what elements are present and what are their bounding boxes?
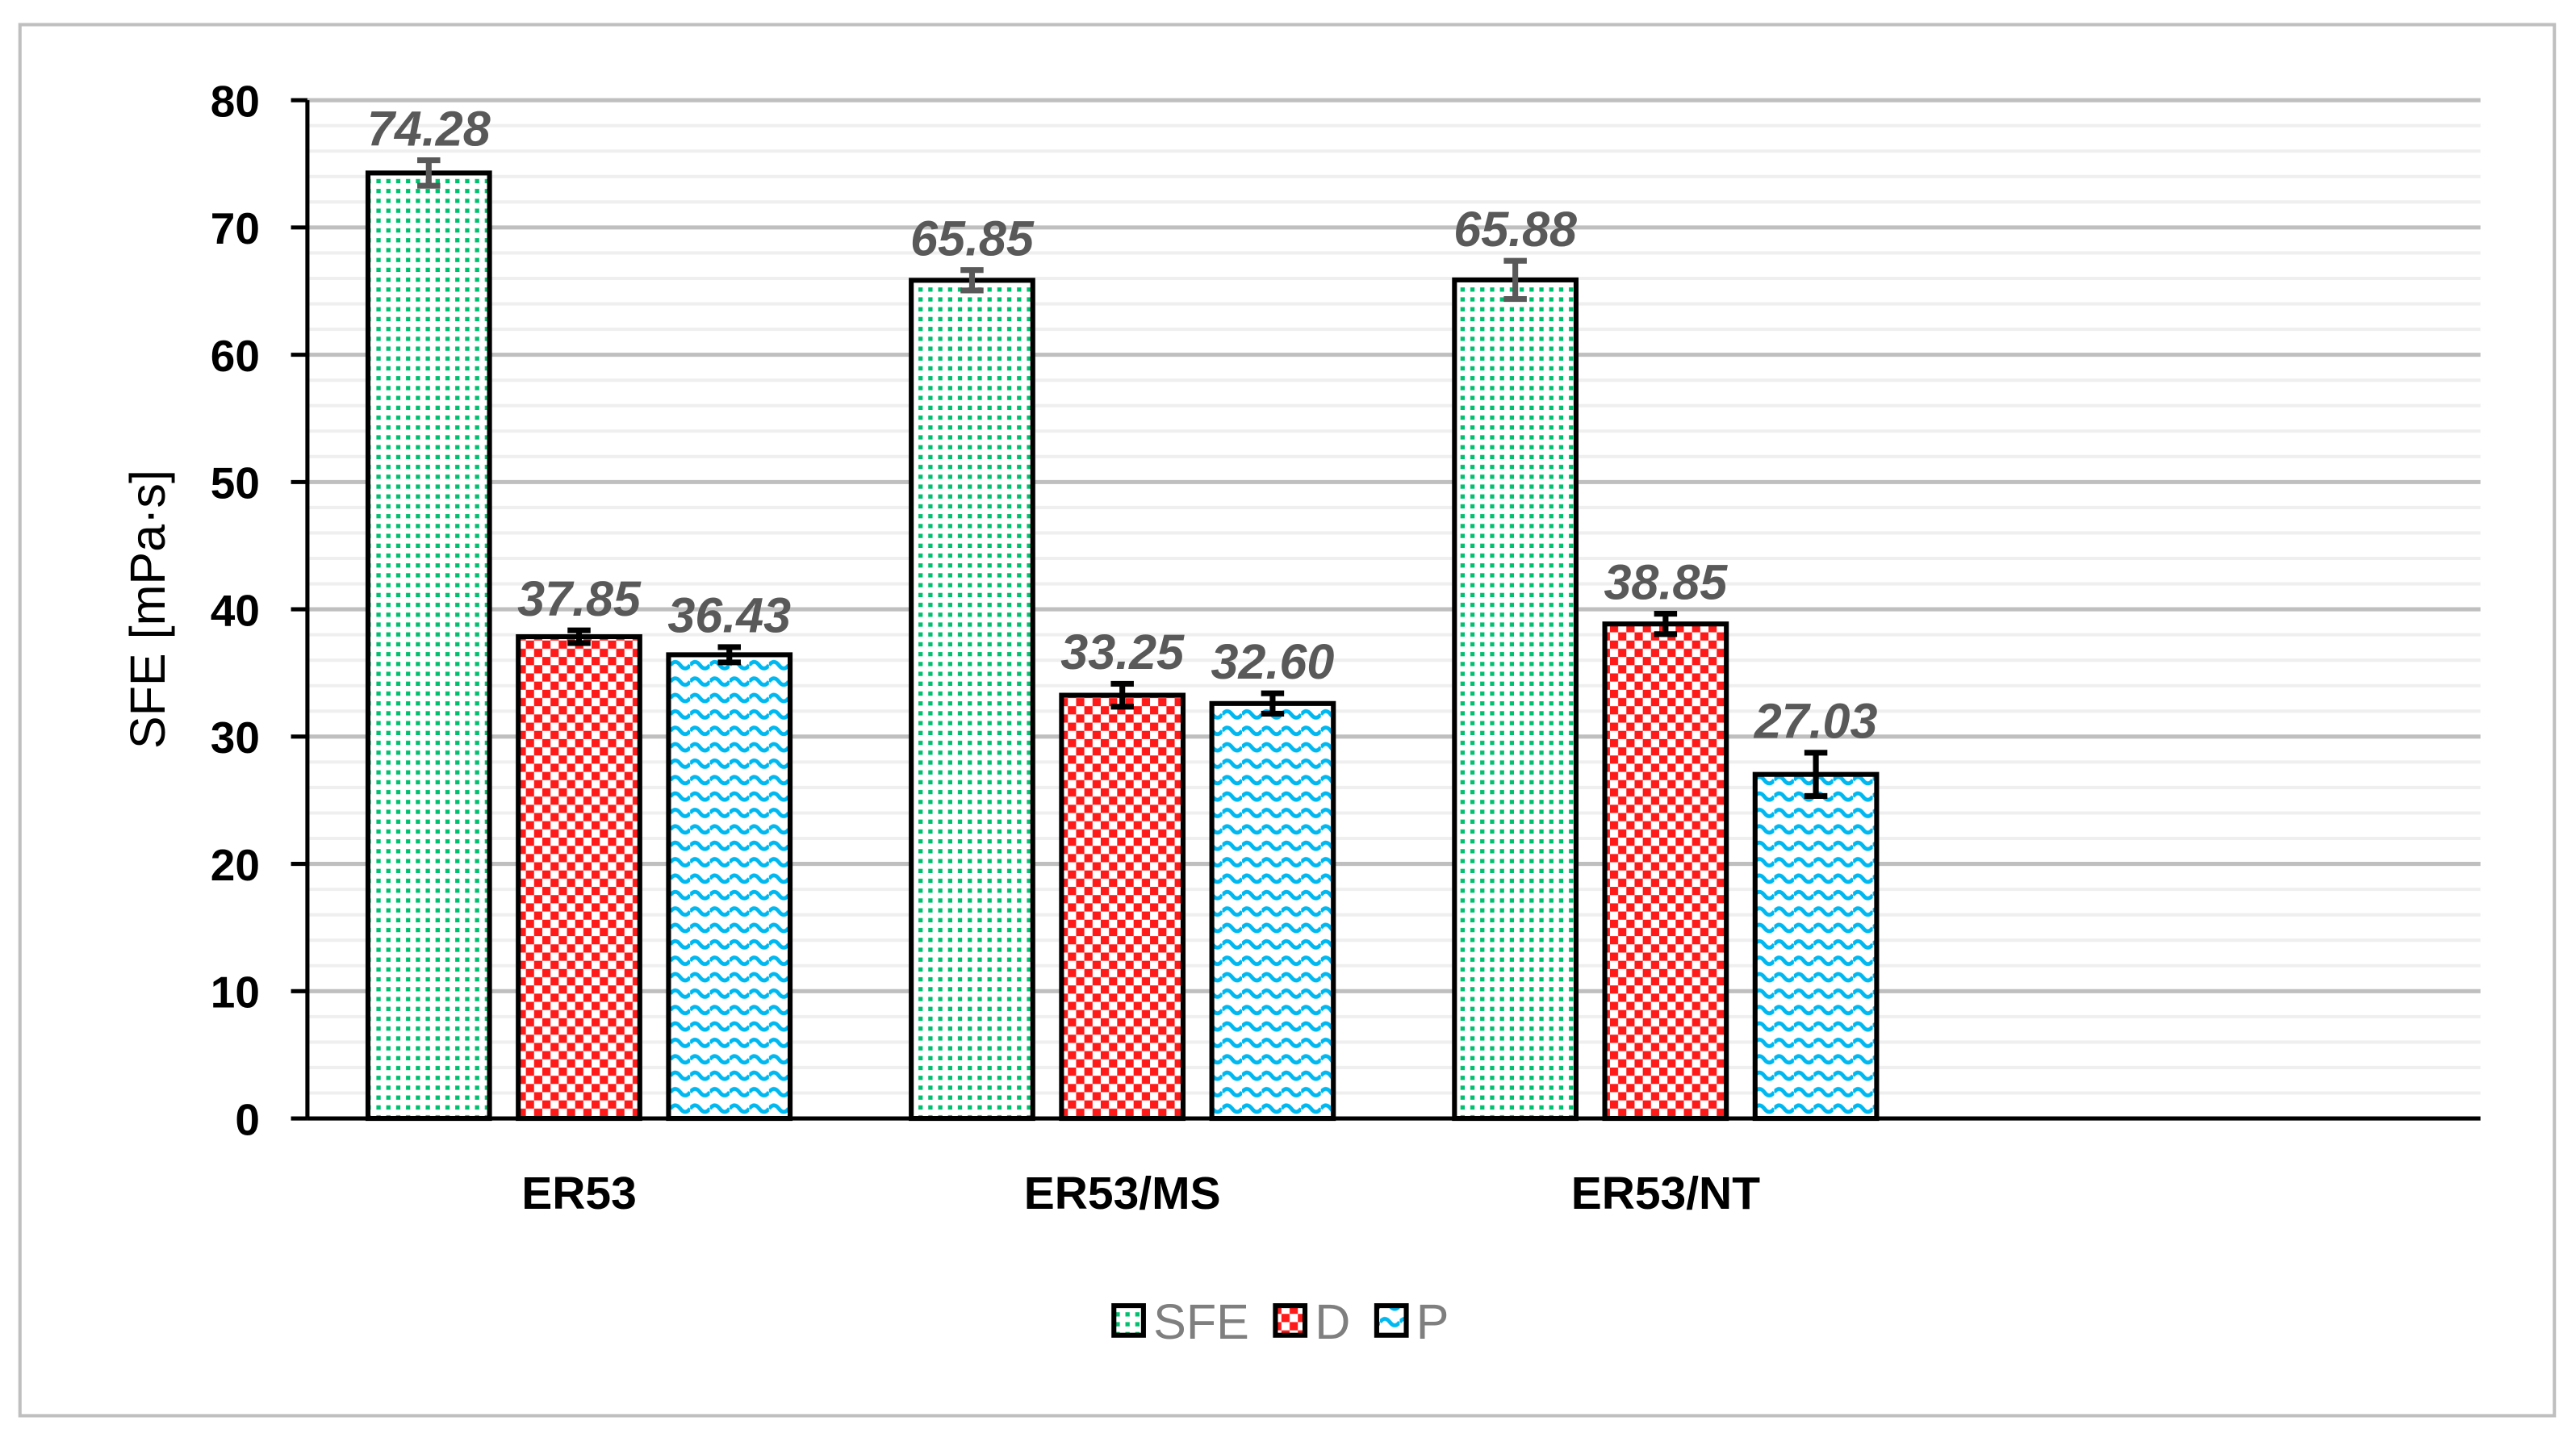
y-tick-label: 10 [211, 968, 260, 1018]
bar-sfe [365, 170, 492, 1122]
bar-p [1209, 700, 1336, 1122]
data-label: 38.85 [1604, 554, 1728, 609]
bars: 74.28 37.85 36.43 65.85 33.25 32.60 65.88 38.85… [365, 101, 1880, 1122]
data-label: 36.43 [667, 588, 791, 643]
bar-sfe [909, 278, 1035, 1122]
legend: SFE D P [1111, 1294, 1449, 1349]
data-label: 65.85 [910, 211, 1035, 265]
error-bar [960, 267, 984, 294]
x-category-label: ER53/NT [1571, 1168, 1760, 1219]
error-bar [1261, 690, 1285, 717]
y-tick-label: 60 [211, 331, 260, 381]
y-tick-label: 30 [211, 713, 260, 763]
legend-swatch-p [1374, 1303, 1409, 1338]
error-bar [1804, 750, 1828, 800]
y-tick-label: 20 [211, 840, 260, 890]
error-bar [1110, 680, 1134, 710]
data-label: 27.03 [1754, 694, 1878, 749]
y-axis-label: SFE [mPa·s] [120, 470, 175, 749]
legend-swatch-d [1273, 1303, 1308, 1338]
bar-p [666, 652, 793, 1122]
data-label: 32.60 [1211, 634, 1335, 689]
error-bar [1503, 257, 1527, 303]
data-label: 65.88 [1453, 202, 1577, 257]
bar-d [516, 633, 642, 1122]
legend-label: P [1416, 1294, 1449, 1349]
legend-swatch-sfe [1111, 1303, 1146, 1338]
data-label: 37.85 [517, 571, 642, 626]
x-category-label: ER53/MS [1024, 1168, 1221, 1219]
bar-d [1602, 621, 1729, 1122]
y-tick-label: 0 [235, 1094, 260, 1144]
y-tick-label: 70 [211, 203, 260, 253]
error-bar [567, 627, 591, 646]
error-bar [417, 157, 441, 189]
data-label: 33.25 [1060, 625, 1185, 679]
data-label: 74.28 [367, 101, 491, 156]
x-category-label: ER53 [521, 1168, 637, 1219]
legend-label: SFE [1153, 1294, 1249, 1349]
axes: 0 10 20 30 40 50 60 70 80 ER53 ER53/MS ER53/NT [211, 77, 2481, 1219]
bar-d [1059, 692, 1186, 1122]
y-tick-label: 50 [211, 458, 260, 508]
error-bar [717, 644, 741, 666]
error-bar [1654, 611, 1678, 637]
y-tick-label: 40 [211, 585, 260, 635]
bar-sfe [1452, 277, 1579, 1122]
legend-label: D [1315, 1294, 1350, 1349]
y-tick-label: 80 [211, 77, 260, 127]
bar-p [1752, 771, 1880, 1122]
